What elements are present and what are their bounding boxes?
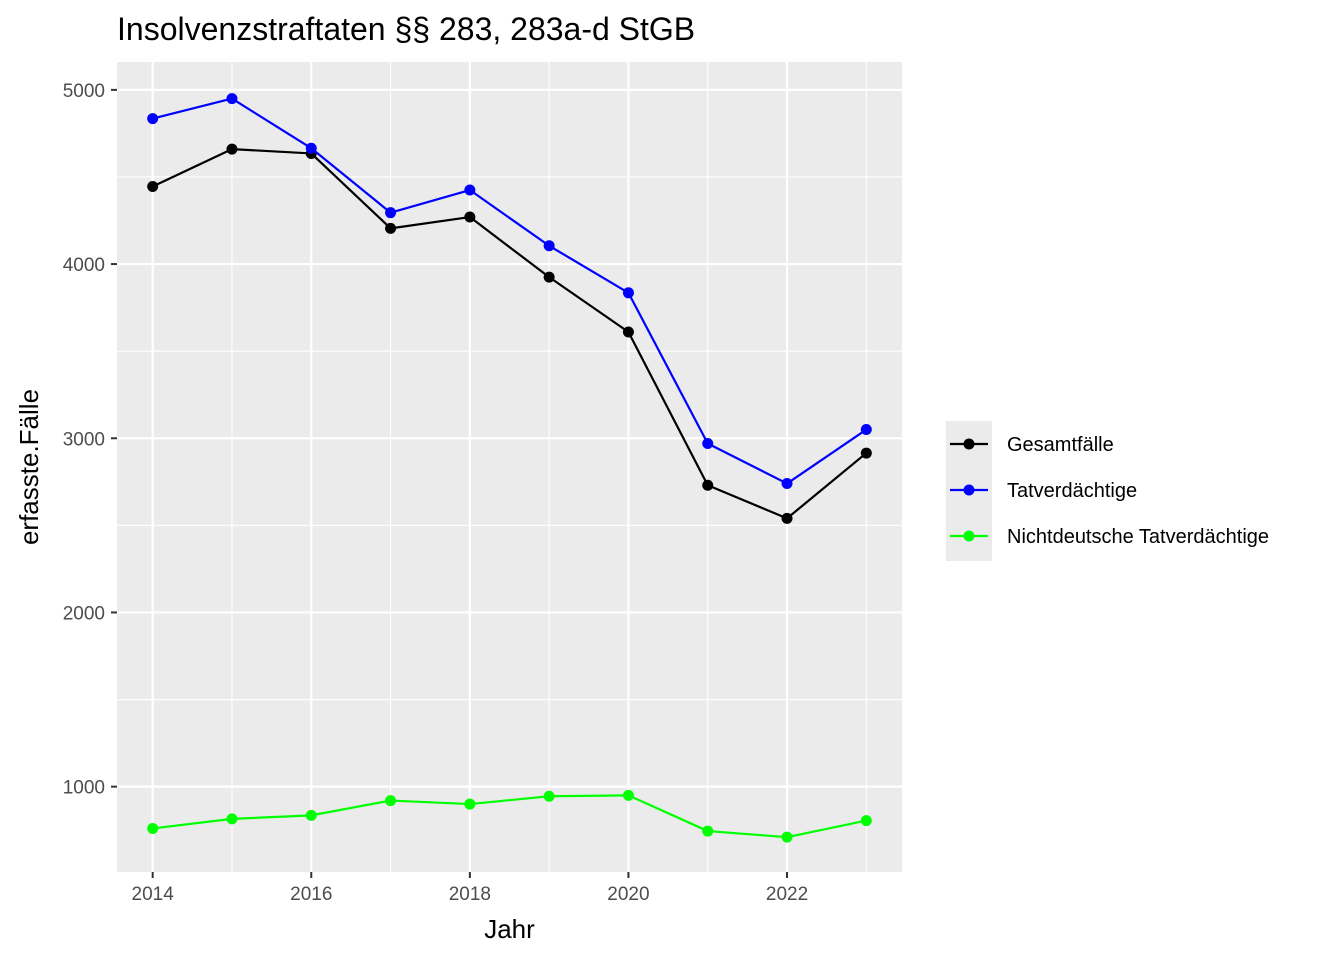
data-point (622, 326, 634, 338)
data-point (464, 798, 476, 810)
x-tick-label: 2020 (607, 884, 649, 905)
data-point (543, 271, 555, 283)
x-tick-label: 2016 (290, 884, 332, 905)
data-point (226, 93, 238, 105)
x-tick-label: 2014 (132, 884, 175, 905)
data-point (305, 142, 317, 154)
data-point (147, 181, 159, 193)
legend-point (963, 484, 975, 496)
data-point (305, 809, 317, 821)
legend: Gesamtfälle Tatverdächtige Nichtdeutsche T… (946, 421, 1269, 561)
data-point (781, 512, 793, 524)
legend-label: Gesamtfälle (1007, 434, 1114, 456)
y-axis-title: erfasste.Fälle (14, 389, 44, 545)
series-1 (147, 93, 872, 490)
x-axis-title: Jahr (484, 914, 535, 944)
data-point (543, 790, 555, 802)
data-point (385, 795, 397, 807)
data-point (860, 424, 872, 436)
data-point (702, 437, 714, 449)
data-point (147, 822, 159, 834)
y-tick-label: 3000 (63, 429, 105, 450)
data-point (464, 184, 476, 196)
series-line (152, 97, 867, 485)
legend-label: Nichtdeutsche Tatverdächtige (1007, 526, 1269, 548)
y-tick-label: 1000 (63, 778, 105, 799)
data-point (781, 478, 793, 490)
y-tick-label: 4000 (63, 255, 105, 276)
data-point (464, 211, 476, 223)
legend-point (963, 530, 975, 542)
chart-title: Insolvenzstraftaten §§ 283, 283a-d StGB (117, 11, 695, 47)
series-line (152, 794, 867, 839)
data-point (385, 207, 397, 219)
data-point (860, 447, 872, 459)
data-point (781, 831, 793, 843)
data-point (226, 143, 238, 155)
data-point (147, 113, 159, 125)
series-layer (147, 93, 872, 843)
data-point (226, 813, 238, 825)
data-point (385, 222, 397, 234)
minor-gridlines (117, 62, 902, 872)
series-2 (147, 789, 872, 843)
data-point (622, 789, 634, 801)
data-point (702, 479, 714, 491)
legend-item: Gesamtfälle (950, 434, 1114, 456)
data-point (702, 825, 714, 837)
y-axis: 1000 2000 3000 4000 5000 (63, 81, 117, 799)
y-tick-label: 2000 (63, 603, 105, 624)
x-tick-label: 2022 (766, 884, 808, 905)
series-0 (147, 143, 872, 524)
plot-panel-background (117, 62, 902, 872)
major-gridlines (117, 62, 902, 872)
legend-point (963, 438, 975, 450)
data-point (543, 240, 555, 252)
legend-item: Tatverdächtige (950, 480, 1137, 502)
data-point (622, 287, 634, 299)
y-tick-label: 5000 (63, 81, 105, 102)
data-point (860, 815, 872, 827)
x-tick-label: 2018 (449, 884, 491, 905)
plot-area (117, 62, 902, 872)
legend-label: Tatverdächtige (1007, 480, 1137, 502)
legend-item: Nichtdeutsche Tatverdächtige (950, 526, 1269, 548)
x-axis: 2014 2016 2018 2020 2022 (132, 872, 808, 905)
series-line (152, 148, 868, 520)
